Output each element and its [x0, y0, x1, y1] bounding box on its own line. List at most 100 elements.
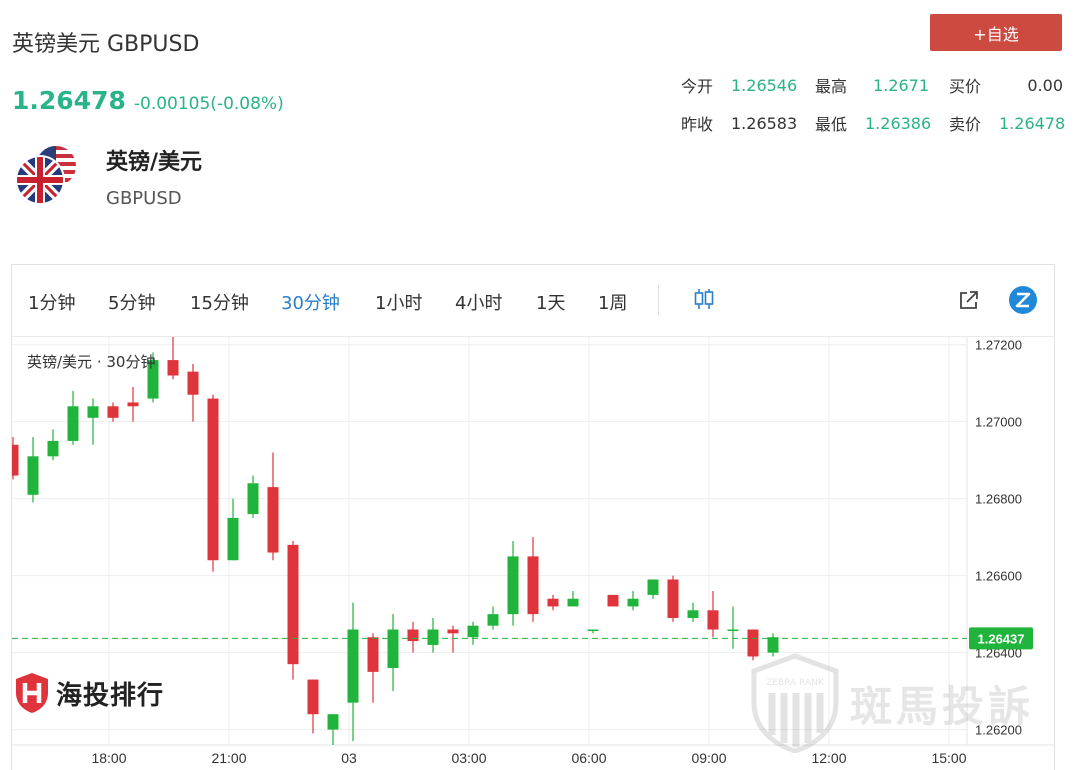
candle-body — [487, 614, 499, 626]
candle-body — [507, 556, 519, 615]
timeframe-5m[interactable]: 5分钟 — [108, 293, 156, 314]
y-tick-label: 1.26800 — [975, 492, 1022, 507]
stat-value: 1.26386 — [865, 113, 932, 133]
x-tick-label: 06:00 — [571, 750, 606, 766]
y-tick-label: 1.27200 — [975, 338, 1022, 353]
candle-body — [667, 579, 679, 618]
add-watchlist-button[interactable]: +自选 — [930, 14, 1062, 51]
stats-row-1: 今开 1.26546 最高 1.2671 买价 0.00 — [681, 66, 1063, 104]
candle-body — [347, 629, 359, 703]
candle-body — [127, 402, 139, 407]
candle-body — [47, 440, 59, 457]
candle-body — [327, 714, 339, 730]
brand-text: 海投排行 — [56, 680, 165, 711]
last-price: 1.26478 — [12, 86, 126, 115]
timeframe-30m[interactable]: 30分钟 — [281, 293, 340, 314]
candle-body — [87, 406, 99, 418]
stat-label: 最低 — [815, 115, 848, 134]
candle-body — [627, 598, 639, 607]
watermark-sub: ZEBRA RANK — [766, 678, 825, 688]
stat-value: 0.00 — [1027, 75, 1063, 95]
stat-label: 昨收 — [681, 115, 714, 134]
quote-stats: 今开 1.26546 最高 1.2671 买价 0.00 昨收 1.26583 … — [681, 66, 1066, 142]
candle-body — [587, 629, 599, 632]
candle-body — [147, 360, 159, 399]
candle-body — [367, 637, 379, 672]
x-tick-label: 12:00 — [811, 750, 846, 766]
candle-body — [467, 625, 479, 638]
candlestick-chart[interactable]: 1.272001.270001.268001.266001.264001.262… — [7, 337, 1055, 770]
chart-panel: 1分钟 5分钟 15分钟 30分钟 1小时 4小时 1天 1周 1.27200 1… — [7, 264, 1055, 770]
candle-body — [687, 610, 699, 618]
timeframe-1h[interactable]: 1小时 — [375, 293, 423, 314]
candle-body — [527, 556, 539, 615]
x-tick-label: 21:00 — [211, 750, 246, 766]
timeframe-1w[interactable]: 1周 — [598, 293, 628, 314]
candle-body — [567, 598, 579, 607]
brand-logo: 海投排行 — [14, 671, 164, 715]
candle-body — [107, 406, 119, 418]
timeframe-1m[interactable]: 1分钟 — [28, 293, 76, 314]
candle-body — [407, 629, 419, 642]
timeframe-1d[interactable]: 1天 — [536, 293, 566, 314]
candle-body — [307, 679, 319, 715]
toolbar-divider — [658, 285, 659, 315]
stat-label: 卖价 — [949, 115, 982, 134]
x-tick-label: 09:00 — [691, 750, 726, 766]
chart-toolbar: 1分钟 5分钟 15分钟 30分钟 1小时 4小时 1天 1周 — [12, 265, 1054, 337]
y-tick-label: 1.27000 — [975, 415, 1022, 430]
candle-body — [767, 637, 779, 653]
candle-body — [267, 487, 279, 553]
page-title: 英镑美元 GBPUSD — [12, 32, 200, 57]
candle-body — [227, 517, 239, 561]
candle-body — [647, 579, 659, 595]
stat-label: 买价 — [949, 77, 982, 96]
timeframe-4h[interactable]: 4小时 — [455, 293, 503, 314]
stat-label: 今开 — [681, 77, 714, 96]
external-link-icon[interactable] — [958, 289, 980, 311]
stat-value: 1.26546 — [731, 75, 798, 95]
candle-body — [707, 610, 719, 630]
haitou-shield-icon — [16, 673, 48, 713]
x-tick-label: 03:00 — [451, 750, 486, 766]
candlestick-icon[interactable] — [692, 287, 716, 311]
price-row: 1.26478 -0.00105(-0.08%) — [12, 86, 284, 115]
y-tick-label: 1.26200 — [975, 723, 1022, 738]
candle-body — [287, 544, 299, 665]
stat-value: 1.2671 — [873, 75, 929, 95]
candle-body — [187, 371, 199, 395]
pair-code: GBPUSD — [106, 188, 182, 209]
candle-body — [67, 406, 79, 441]
timeframe-15m[interactable]: 15分钟 — [190, 293, 249, 314]
chart-area[interactable]: 1.27200 1.27000 1.26800 1.26600 1.26400 1.262… — [7, 337, 1055, 770]
price-change: -0.00105(-0.08%) — [133, 94, 284, 114]
x-tick-label: 03 — [341, 750, 357, 766]
candle-body — [167, 360, 179, 376]
zebra-rank-shield-icon: ZEBRA RANK — [751, 653, 839, 753]
candle-body — [727, 629, 739, 632]
candle-body — [747, 629, 759, 657]
candle-body — [387, 629, 399, 669]
stat-value: 1.26583 — [731, 113, 798, 133]
stats-row-2: 昨收 1.26583 最低 1.26386 卖价 1.26478 — [681, 104, 1066, 142]
zebra-logo-icon[interactable] — [1008, 285, 1038, 315]
candle-body — [207, 398, 219, 561]
y-tick-label: 1.26600 — [975, 569, 1022, 584]
candle-body — [27, 456, 39, 495]
watermark-text: 斑馬投訴 — [850, 681, 1035, 731]
candle-body — [247, 483, 259, 515]
gbp-usd-flag-icon — [15, 146, 76, 205]
pair-name: 英镑/美元 — [106, 150, 203, 175]
current-price-label: 1.26437 — [978, 631, 1025, 646]
candle-body — [607, 594, 619, 607]
stat-value: 1.26478 — [999, 113, 1066, 133]
x-tick-label: 15:00 — [931, 750, 966, 766]
candle-body — [447, 629, 459, 634]
candle-body — [547, 598, 559, 607]
current-price-tag — [969, 627, 1033, 650]
candle-body — [427, 629, 439, 645]
watermark: ZEBRA RANK 斑馬投訴 — [750, 653, 1034, 753]
candle-body — [7, 444, 19, 476]
x-tick-label: 18:00 — [91, 750, 126, 766]
stat-label: 最高 — [815, 77, 848, 96]
